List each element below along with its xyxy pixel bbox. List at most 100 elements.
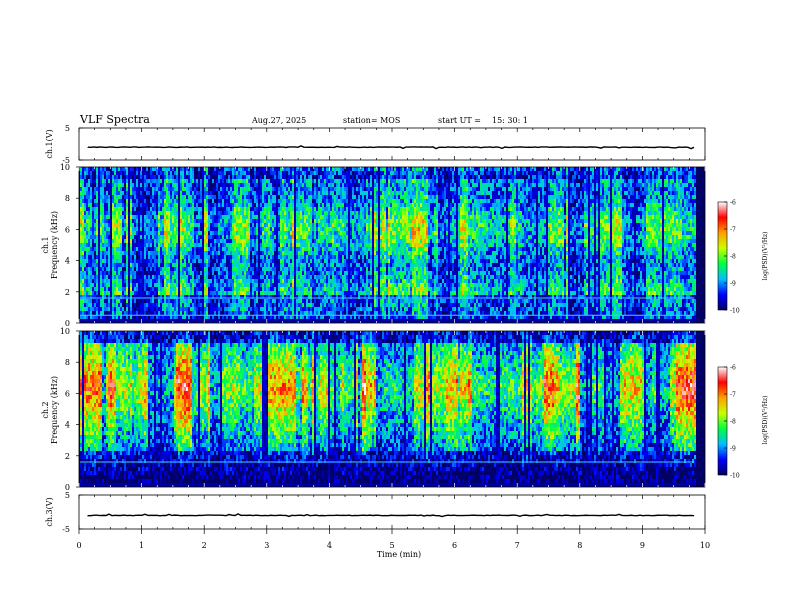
ch1-spectrogram-cell [212, 187, 214, 191]
ch1-spectrogram-cell [144, 167, 146, 171]
ch1-spectrogram-cell [268, 251, 270, 255]
ch1-spectrogram-cell [250, 219, 252, 223]
ch1-spectrogram-cell [86, 239, 88, 243]
ch1-spectrogram-cell [190, 215, 192, 219]
ch1-spectrogram-cell [154, 239, 156, 243]
ch1-spectrogram-cell [230, 303, 232, 307]
ch1-spectrogram-cell [290, 291, 292, 295]
ch1-spectrogram-cell [114, 267, 116, 271]
ch1-spectrogram-cell [246, 183, 248, 187]
ch1-spectrogram-cell [156, 207, 158, 211]
ch1-spectrogram-cell [130, 319, 132, 323]
ch1-spectrogram-cell [172, 279, 174, 283]
ch1-spectrogram-cell [88, 235, 90, 239]
ch1-spectrogram-cell [208, 167, 210, 171]
ch1-spectrogram-cell [110, 179, 112, 183]
ch1-spectrogram-cell [168, 255, 170, 259]
ch1-spectrogram-cell [200, 195, 202, 199]
ch1-spectrogram-cell [216, 167, 218, 171]
ch1-spectrogram-cell [244, 319, 246, 323]
ch1-spectrogram-cell [144, 227, 146, 231]
ch1-spectrogram-cell [248, 227, 250, 231]
ch1-spectrogram-cell [174, 307, 176, 311]
ch1-spectrogram-cell [208, 223, 210, 227]
ch1-spectrogram-cell [194, 187, 196, 191]
ch1-spectrogram-cell [296, 243, 298, 247]
ch1-spectrogram-cell [262, 207, 264, 211]
ch1-spectrogram-cell [112, 215, 114, 219]
ch1-spectrogram-cell [248, 211, 250, 215]
ch1-spectrogram-cell [166, 239, 168, 243]
ch1-spectrogram-cell [222, 319, 224, 323]
ch1-spectrogram-cell [290, 203, 292, 207]
ch1-spectrogram-cell [186, 239, 188, 243]
ch1-spectrogram-cell [152, 251, 154, 255]
ch1-spectrogram-cell [152, 171, 154, 175]
ch1-spectrogram-cell [276, 227, 278, 231]
ch1-spectrogram-cell [150, 219, 152, 223]
ch1-spectrogram-cell [84, 223, 86, 227]
ch1-spectrogram-cell [148, 227, 150, 231]
ch1-spectrogram-cell [146, 199, 148, 203]
ch1-spectrogram-cell [290, 199, 292, 203]
ch1-spectrogram-cell [140, 227, 142, 231]
ch1-spectrogram-cell [238, 247, 240, 251]
ch1-spectrogram-cell [174, 235, 176, 239]
ch1-spectrogram-cell [146, 235, 148, 239]
ch1-spectrogram-cell [188, 171, 190, 175]
ch1-spectrogram-cell [292, 259, 294, 263]
ch1-spectrogram-cell [286, 239, 288, 243]
ch1-spectrogram-cell [294, 251, 296, 255]
ch1-spectrogram-cell [166, 311, 168, 315]
ch1-spectrogram-cell [130, 311, 132, 315]
chart-title: VLF Spectra [79, 113, 150, 126]
ch1-spectrogram-cell [286, 199, 288, 203]
ch1-spectrogram-cell [148, 179, 150, 183]
ch1-spectrogram-cell [228, 247, 230, 251]
ch1-spectrogram-cell [290, 271, 292, 275]
ch1-spectrogram-cell [246, 287, 248, 291]
ch1-spectrogram-cell [228, 243, 230, 247]
ch1-spectrogram-cell [286, 271, 288, 275]
ch1-spectrogram-cell [248, 167, 250, 171]
ch1-spectrogram-cell [216, 307, 218, 311]
ch1-spectrogram-cell [154, 171, 156, 175]
ch1-spectrogram-cell [226, 223, 228, 227]
ch1-spectrogram-cell [280, 267, 282, 271]
ch1-spectrogram-cell [90, 187, 92, 191]
ch1-spectrogram-cell [216, 243, 218, 247]
ch1-spectrogram-cell [152, 283, 154, 287]
ch1-spectrogram-cell [204, 191, 206, 195]
ch1-spectrogram-cell [124, 299, 126, 303]
ch1-spectrogram-cell [172, 275, 174, 279]
ch1-spectrogram-cell [242, 171, 244, 175]
ch1-spectrogram-cell [170, 191, 172, 195]
ch1-spectrogram-cell [284, 303, 286, 307]
ch1-spectrogram-cell [284, 319, 286, 323]
ch1-spectrogram-cell [254, 263, 256, 267]
ch1-spectrogram-cell [186, 219, 188, 223]
ch1-spectrogram-cell [166, 179, 168, 183]
ch1-spectrogram-cell [272, 291, 274, 295]
ch1-spectrogram-cell [214, 219, 216, 223]
ch1-spectrogram-cell [200, 299, 202, 303]
ch1-spectrogram-cell [294, 275, 296, 279]
ch1-spectrogram-cell [152, 267, 154, 271]
ch1-spectrogram-cell [288, 227, 290, 231]
ch1-spectrogram-cell [246, 203, 248, 207]
ch1-spectrogram-cell [258, 171, 260, 175]
ch1-spectrogram-cell [234, 255, 236, 259]
ch1-spectrogram-cell [232, 251, 234, 255]
ch1-spectrogram-cell [164, 263, 166, 267]
ch1-spectrogram-cell [230, 299, 232, 303]
ch1-spectrogram-cell [174, 259, 176, 263]
ch1-spectrogram-cell [174, 291, 176, 295]
ch1-spectrogram-cell [132, 207, 134, 211]
ch1-spectrogram-cell [294, 287, 296, 291]
ch1-spectrogram-cell [198, 271, 200, 275]
ch1-spectrogram-cell [132, 255, 134, 259]
ch1-spectrogram-cell [176, 171, 178, 175]
ch1-spectrogram-cell [90, 243, 92, 247]
ch1-spectrogram-cell [92, 191, 94, 195]
ch1-spectrogram-cell [260, 191, 262, 195]
